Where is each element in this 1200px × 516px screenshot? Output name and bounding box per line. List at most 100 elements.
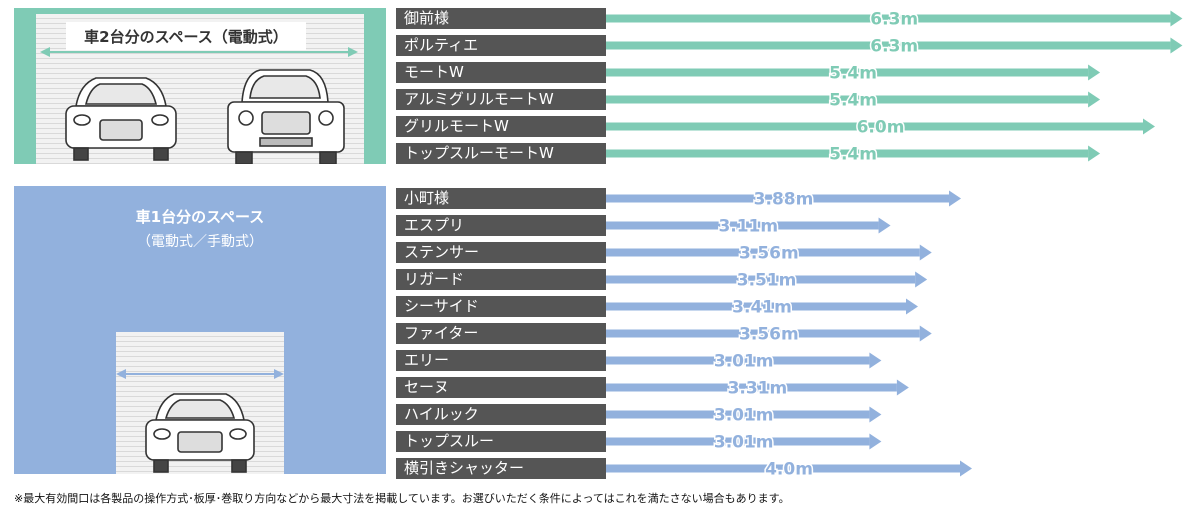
category-label: モートW bbox=[396, 62, 606, 83]
width-arrow-icon bbox=[40, 47, 358, 57]
bar-arrow: 3.31m bbox=[606, 377, 909, 400]
bar-shaft bbox=[606, 464, 960, 473]
two-car-caption-box: 車2台分のスペース（電動式） bbox=[66, 22, 306, 50]
suv-car-icon bbox=[227, 69, 345, 164]
one-car-illustration bbox=[116, 369, 284, 473]
one-car-caption-line1: 車1台分のスペース bbox=[135, 208, 265, 226]
footnote: ※最大有効間口は各製品の操作方式･板厚･巻取り方向などから最大寸法を掲載していま… bbox=[14, 492, 790, 505]
value-label: 3.88m bbox=[754, 190, 814, 210]
bar-arrowhead bbox=[1170, 37, 1183, 54]
bar-shaft bbox=[606, 302, 907, 311]
value-label: 3.01m bbox=[714, 406, 774, 426]
value-label: 3.41m bbox=[732, 298, 792, 318]
value-label: 3.31m bbox=[728, 379, 788, 399]
category-label: 横引きシャッター bbox=[396, 458, 606, 479]
bar-shaft bbox=[606, 410, 870, 419]
category-labels: 御前様 ポルティエ モートW アルミグリルモートW グリルモートW トップスルー… bbox=[396, 0, 606, 516]
bar-arrowhead bbox=[1088, 64, 1101, 81]
bar-arrowhead bbox=[1088, 145, 1101, 162]
category-label: トップスルーモートW bbox=[396, 143, 606, 164]
bar-arrow: 6.3m bbox=[606, 8, 1183, 31]
category-label: ファイター bbox=[396, 323, 606, 344]
category-label: ポルティエ bbox=[396, 35, 606, 56]
bar-arrow: 3.11m bbox=[606, 215, 891, 238]
bar-arrow: 3.01m bbox=[606, 404, 882, 427]
category-label: ハイルック bbox=[396, 404, 606, 425]
bar-arrow: 5.4m bbox=[606, 143, 1101, 166]
bar-shaft bbox=[606, 437, 870, 446]
value-label: 5.4m bbox=[829, 64, 877, 84]
value-label: 6.3m bbox=[870, 37, 918, 57]
bar-arrowhead bbox=[869, 433, 882, 450]
bar-shaft bbox=[606, 41, 1171, 50]
value-label: 3.01m bbox=[714, 433, 774, 453]
value-label: 3.51m bbox=[737, 271, 797, 291]
bar-shaft bbox=[606, 122, 1143, 131]
value-label: 5.4m bbox=[829, 91, 877, 111]
bar-arrowhead bbox=[869, 406, 882, 423]
bar-arrow: 3.88m bbox=[606, 188, 962, 211]
bar-arrowhead bbox=[949, 190, 962, 207]
bar-arrowhead bbox=[869, 352, 882, 369]
bar-arrow: 4.0m bbox=[606, 458, 972, 481]
bar-arrowhead bbox=[1170, 10, 1183, 27]
bar-shaft bbox=[606, 383, 897, 392]
sedan-car-icon bbox=[145, 393, 255, 473]
value-label: 6.0m bbox=[857, 118, 905, 138]
two-car-caption: 車2台分のスペース（電動式） bbox=[84, 27, 288, 46]
bar-shaft bbox=[606, 194, 950, 203]
value-label: 3.56m bbox=[739, 244, 799, 264]
category-label: エスプリ bbox=[396, 215, 606, 236]
category-label: 御前様 bbox=[396, 8, 606, 29]
bar-arrow: 3.01m bbox=[606, 350, 882, 373]
bar-arrowhead bbox=[915, 271, 928, 288]
bar-shaft bbox=[606, 149, 1089, 158]
bar-arrow: 3.56m bbox=[606, 323, 932, 346]
category-label: セーヌ bbox=[396, 377, 606, 398]
bar-shaft bbox=[606, 275, 916, 284]
bar-arrowhead bbox=[1143, 118, 1155, 135]
category-label: シーサイド bbox=[396, 296, 606, 317]
bar-arrow: 6.0m bbox=[606, 116, 1155, 139]
bar-arrow: 3.56m bbox=[606, 242, 932, 265]
bar-arrow: 3.41m bbox=[606, 296, 919, 319]
two-car-illustration bbox=[40, 47, 358, 164]
bar-arrowhead bbox=[878, 217, 891, 234]
value-label: 3.56m bbox=[739, 325, 799, 345]
bar-arrowhead bbox=[960, 460, 972, 477]
value-label: 6.3m bbox=[870, 10, 918, 30]
bar-shaft bbox=[606, 356, 870, 365]
category-label: エリー bbox=[396, 350, 606, 371]
bar-arrow: 3.01m bbox=[606, 431, 882, 454]
two-car-space-panel: 車2台分のスペース（電動式） bbox=[14, 8, 386, 164]
category-label: 小町様 bbox=[396, 188, 606, 209]
one-car-caption-line2: （電動式／手動式） bbox=[137, 234, 263, 250]
value-label: 3.11m bbox=[718, 217, 778, 237]
bar-shaft bbox=[606, 329, 920, 338]
bar-arrowhead bbox=[906, 298, 919, 315]
bar-shaft bbox=[606, 248, 920, 257]
bar-arrowhead bbox=[896, 379, 909, 396]
sedan-car-icon bbox=[65, 77, 177, 161]
bar-shaft bbox=[606, 14, 1171, 23]
width-arrow-icon bbox=[116, 369, 284, 379]
value-label: 3.01m bbox=[714, 352, 774, 372]
bar-arrow: 5.4m bbox=[606, 89, 1101, 112]
bar-arrow: 3.51m bbox=[606, 269, 928, 292]
bar-arrow: 6.3m bbox=[606, 35, 1183, 58]
category-label: ステンサー bbox=[396, 242, 606, 263]
one-car-caption: 車1台分のスペース （電動式／手動式） bbox=[14, 206, 386, 251]
category-label: グリルモートW bbox=[396, 116, 606, 137]
category-label: アルミグリルモートW bbox=[396, 89, 606, 110]
value-label: 5.4m bbox=[829, 145, 877, 165]
bar-arrow: 5.4m bbox=[606, 62, 1101, 85]
bar-shaft bbox=[606, 68, 1089, 77]
bar-shaft bbox=[606, 95, 1089, 104]
bar-shaft bbox=[606, 221, 879, 230]
bar-arrowhead bbox=[919, 325, 932, 342]
one-car-space-panel: 車1台分のスペース （電動式／手動式） bbox=[14, 186, 386, 474]
bar-arrowhead bbox=[919, 244, 932, 261]
value-label: 4.0m bbox=[765, 460, 813, 480]
bar-arrowhead bbox=[1088, 91, 1101, 108]
